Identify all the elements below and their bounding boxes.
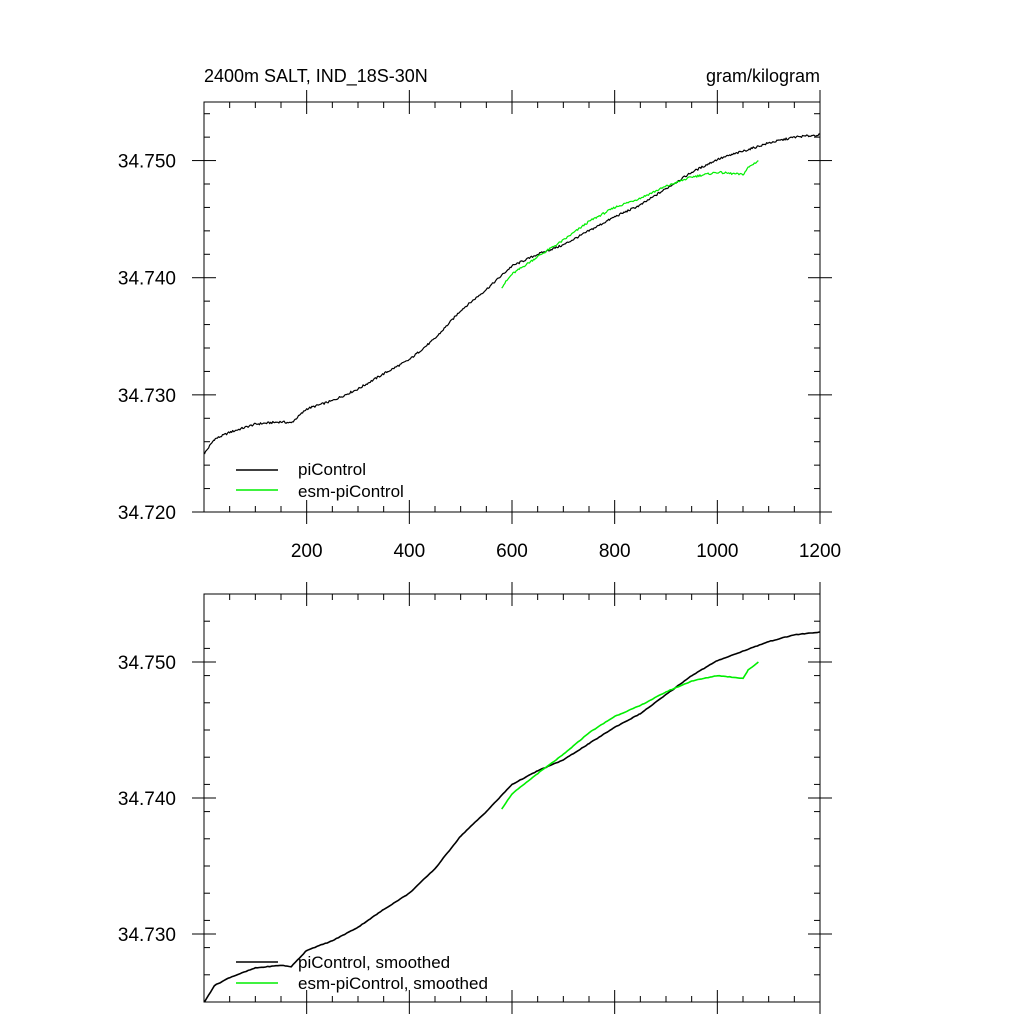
- x-tick-label: 1000: [696, 541, 738, 562]
- legend-label-esm-picontrol-smoothed: esm-piControl, smoothed: [298, 974, 488, 993]
- series-line-picontrol-smoothed: [203, 631, 821, 1003]
- y-tick-label: 34.720: [118, 503, 176, 524]
- y-tick-label: 34.740: [118, 269, 176, 290]
- x-tick-label: 1200: [799, 541, 841, 562]
- chart-title-left: 2400m SALT, IND_18S-30N: [204, 66, 428, 87]
- top-panel-ticks: 200 400 600 800 1000 1200 34.720 34.730 34.740 34…: [118, 90, 841, 562]
- legend-label-picontrol-smoothed: piControl, smoothed: [298, 953, 450, 972]
- legend-label-picontrol: piControl: [298, 460, 366, 479]
- x-tick-label: 600: [496, 541, 528, 562]
- top-panel: 2400m SALT, IND_18S-30N gram/kilogram 20…: [118, 66, 841, 562]
- x-tick-label: 400: [393, 541, 425, 562]
- x-tick-label: 800: [599, 541, 631, 562]
- bottom-panel-series: [203, 631, 821, 1003]
- y-tick-label: 34.730: [118, 386, 176, 407]
- x-tick-label: 200: [291, 541, 323, 562]
- bottom-panel-ticks: 34.730 34.740 34.750: [118, 582, 832, 1014]
- y-tick-label: 34.750: [118, 152, 176, 173]
- y-tick-label: 34.750: [118, 653, 176, 674]
- series-line-esm-picontrol-smoothed: [501, 661, 759, 810]
- top-panel-legend: piControl esm-piControl: [236, 460, 404, 501]
- top-panel-frame: [203, 101, 821, 513]
- bottom-panel-frame: [203, 593, 821, 1003]
- series-line-esm-picontrol: [501, 160, 759, 289]
- y-tick-label: 34.740: [118, 789, 176, 810]
- series-line-picontrol: [203, 133, 821, 455]
- y-tick-label: 34.730: [118, 925, 176, 946]
- legend-label-esm-picontrol: esm-piControl: [298, 482, 404, 501]
- bottom-panel: 34.730 34.740 34.750 piControl, smoothed e…: [118, 582, 832, 1014]
- bottom-panel-legend: piControl, smoothed esm-piControl, smoot…: [236, 953, 488, 993]
- top-panel-series: [203, 133, 821, 455]
- chart-units-label: gram/kilogram: [706, 66, 820, 86]
